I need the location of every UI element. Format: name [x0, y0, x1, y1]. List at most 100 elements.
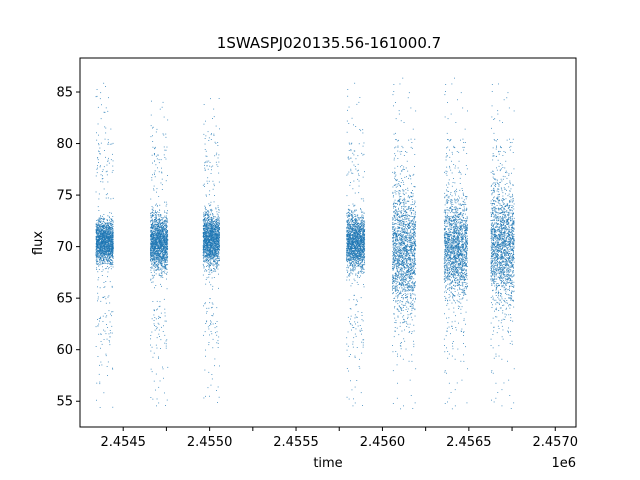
data-point [216, 262, 217, 264]
data-point [152, 259, 153, 261]
data-point [206, 165, 208, 167]
data-point [102, 251, 104, 253]
data-point [164, 265, 165, 267]
data-point [157, 154, 159, 156]
data-point [100, 215, 101, 217]
data-point [97, 286, 98, 288]
data-point [102, 228, 104, 230]
data-point [219, 232, 220, 233]
data-point [152, 244, 154, 246]
data-point [101, 229, 103, 231]
data-point [152, 250, 154, 252]
data-point [164, 268, 166, 270]
data-point [102, 239, 104, 241]
data-point [97, 256, 99, 258]
data-point [108, 250, 110, 252]
data-point [107, 239, 109, 240]
data-point [152, 265, 154, 267]
data-point [212, 219, 214, 220]
data-point [110, 250, 112, 251]
data-point [102, 228, 104, 230]
data-point [210, 236, 212, 237]
data-point [101, 223, 102, 225]
data-point [217, 247, 219, 249]
data-point [96, 247, 98, 249]
data-point [100, 316, 101, 318]
data-point [156, 398, 158, 400]
data-point [155, 248, 157, 249]
data-point [104, 239, 106, 241]
data-point [162, 244, 164, 245]
data-point [217, 225, 219, 226]
data-point [98, 224, 100, 225]
data-point [162, 219, 163, 221]
data-point [151, 247, 152, 248]
data-point [207, 215, 209, 217]
data-point [152, 247, 153, 249]
data-point [108, 234, 109, 236]
data-point [206, 161, 208, 163]
data-point [108, 234, 110, 236]
data-point [155, 247, 156, 248]
data-point [156, 260, 158, 262]
data-point [100, 244, 102, 246]
data-point [107, 260, 109, 261]
data-point [211, 247, 213, 249]
data-point [101, 236, 103, 237]
data-point [155, 253, 157, 255]
data-point [217, 239, 219, 241]
data-point [103, 260, 104, 261]
data-point [215, 222, 217, 223]
data-point [154, 245, 155, 247]
data-point [161, 257, 162, 258]
data-point [216, 266, 217, 268]
data-point [204, 240, 206, 242]
data-point [212, 213, 214, 215]
data-point [151, 216, 153, 218]
data-point [100, 253, 102, 255]
data-point [97, 263, 99, 265]
data-point [99, 232, 101, 234]
data-point [152, 241, 154, 242]
data-point [103, 244, 104, 246]
data-point [209, 273, 211, 275]
data-point [210, 261, 211, 263]
data-point [164, 259, 166, 260]
data-point [109, 256, 111, 257]
data-point [208, 276, 210, 278]
data-point [97, 240, 98, 242]
data-point [217, 256, 218, 258]
data-point [215, 254, 217, 256]
data-point [152, 224, 154, 226]
data-point [156, 228, 158, 230]
data-point [211, 222, 213, 224]
data-point [165, 158, 167, 160]
data-point [155, 261, 157, 263]
data-point [97, 236, 99, 238]
data-point [158, 356, 159, 358]
data-point [151, 240, 152, 242]
data-point [153, 231, 154, 233]
data-point [105, 240, 107, 242]
data-point [104, 222, 106, 224]
data-point [96, 226, 98, 228]
data-point [204, 169, 206, 171]
data-point [97, 245, 98, 247]
data-point [160, 226, 162, 228]
data-point [161, 271, 163, 273]
data-point [106, 244, 108, 246]
data-point [109, 248, 110, 249]
data-point [208, 264, 210, 266]
data-point [216, 233, 218, 235]
data-point [164, 201, 165, 203]
data-point [111, 325, 113, 327]
data-point [215, 240, 216, 242]
data-point [213, 259, 214, 261]
data-point [216, 164, 218, 166]
data-point [153, 213, 155, 215]
data-point [207, 232, 209, 233]
data-point [161, 172, 163, 174]
data-point [163, 254, 164, 255]
data-point [159, 221, 161, 223]
data-point [161, 268, 163, 270]
